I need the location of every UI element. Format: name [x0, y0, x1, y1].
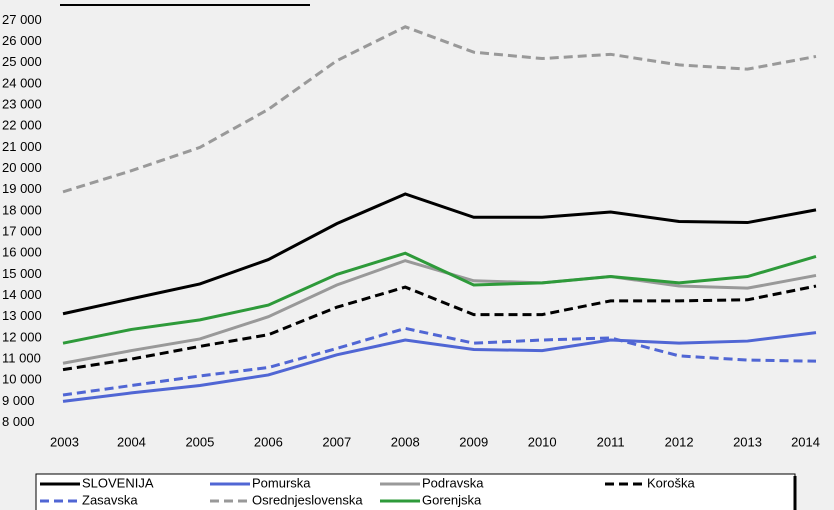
series-line [62, 25, 817, 194]
y-tick-label: 14 000 [2, 287, 42, 302]
y-tick-label: 8 000 [2, 414, 35, 429]
x-tick-label: 2012 [665, 434, 694, 449]
y-tick-label: 18 000 [2, 202, 42, 217]
x-tick-label: 2004 [117, 434, 146, 449]
legend-label: Podravska [422, 475, 484, 490]
y-tick-label: 21 000 [2, 139, 42, 154]
x-tick-label: 2006 [254, 434, 283, 449]
legend-label: SLOVENIJA [82, 475, 154, 490]
legend-label: Osrednjeslovenska [252, 492, 363, 507]
y-tick-label: 20 000 [2, 160, 42, 175]
y-tick-label: 16 000 [2, 245, 42, 260]
series-line [62, 259, 817, 365]
y-tick-label: 25 000 [2, 54, 42, 69]
legend-label: Koroška [647, 475, 695, 490]
series-line [62, 192, 817, 316]
y-tick-label: 10 000 [2, 372, 42, 387]
legend-label: Pomurska [252, 475, 311, 490]
x-tick-label: 2005 [185, 434, 214, 449]
series-line [62, 251, 817, 345]
x-tick-label: 2007 [322, 434, 351, 449]
x-tick-label: 2010 [528, 434, 557, 449]
x-tick-label: 2008 [391, 434, 420, 449]
y-tick-label: 26 000 [2, 33, 42, 48]
x-tick-label: 2013 [733, 434, 762, 449]
series-line [62, 331, 817, 403]
x-tick-label: 2014 [791, 434, 820, 449]
y-tick-label: 23 000 [2, 97, 42, 112]
x-tick-label: 2003 [50, 434, 79, 449]
y-tick-label: 15 000 [2, 266, 42, 281]
y-tick-label: 13 000 [2, 308, 42, 323]
y-tick-label: 17 000 [2, 224, 42, 239]
y-tick-label: 27 000 [2, 12, 42, 27]
y-tick-label: 11 000 [2, 350, 41, 365]
y-tick-label: 19 000 [2, 181, 42, 196]
legend-label: Zasavska [82, 492, 138, 507]
x-tick-label: 2011 [597, 434, 625, 449]
y-tick-label: 9 000 [2, 393, 35, 408]
y-tick-label: 12 000 [2, 329, 42, 344]
series-line [62, 284, 817, 372]
y-tick-label: 24 000 [2, 75, 42, 90]
x-tick-label: 2009 [459, 434, 488, 449]
legend-label: Gorenjska [422, 492, 482, 507]
y-tick-label: 22 000 [2, 118, 42, 133]
series-line [62, 326, 817, 397]
